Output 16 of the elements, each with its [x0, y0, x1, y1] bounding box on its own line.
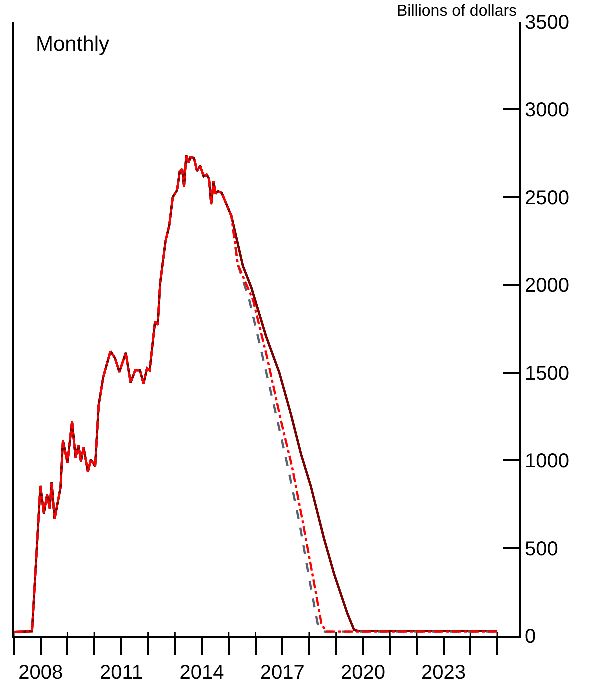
- y-tick-label: 1500: [525, 362, 570, 385]
- x-tick-label: 2017: [260, 662, 305, 684]
- y-axis-title: Billions of dollars: [397, 3, 518, 20]
- y-tick-label: 2500: [525, 187, 570, 210]
- x-tick-label: 2008: [18, 662, 64, 684]
- x-tick-label: 2020: [340, 662, 386, 684]
- x-tick-label: 2023: [422, 662, 466, 684]
- y-tick-label: 500: [525, 538, 558, 560]
- x-tick-label: 2014: [180, 662, 224, 684]
- y-tick-label: 0: [525, 626, 536, 648]
- y-tick-label: 3000: [525, 100, 570, 122]
- x-tick-label: 2011: [100, 662, 143, 684]
- annotation: Monthly: [36, 33, 110, 56]
- y-tick-label: 1000: [525, 450, 570, 473]
- y-tick-label: 2000: [525, 275, 570, 298]
- y-tick-label: 3500: [525, 12, 570, 34]
